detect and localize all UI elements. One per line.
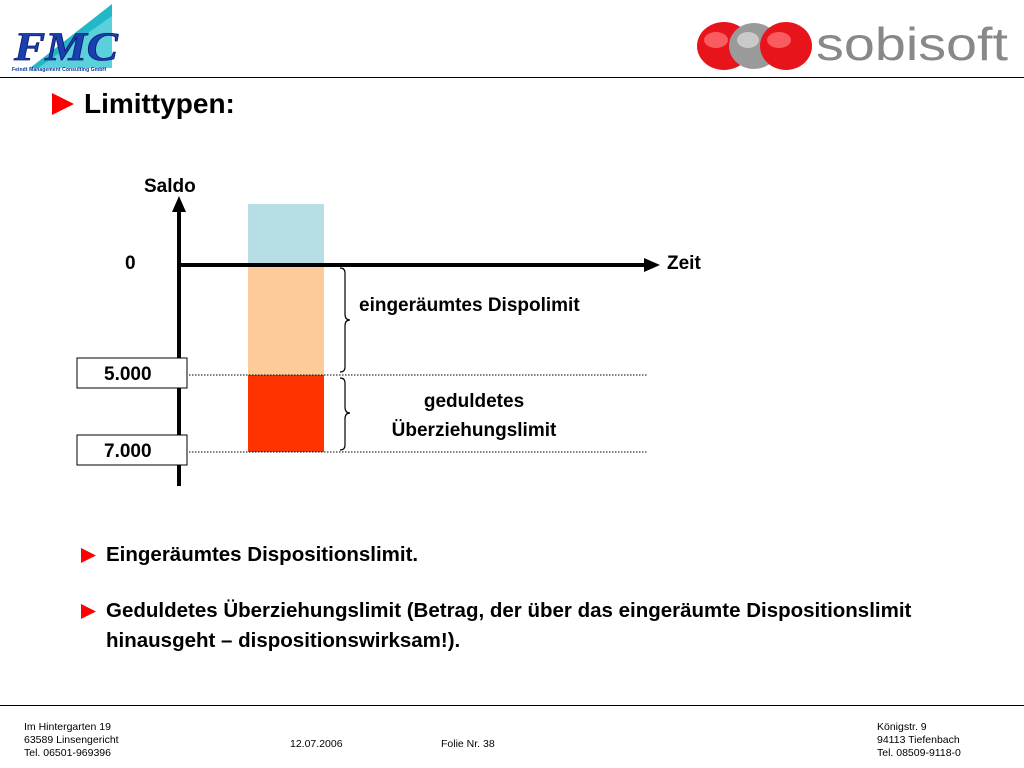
fmc-logo: FMC [12,4,120,69]
triangle-bullet-icon [81,604,96,619]
footer-date: 12.07.2006 [290,738,343,750]
fmc-logo-text: FMC [13,24,120,69]
sobisoft-logo-text: sobisoft [816,18,1008,70]
y-axis-label: Saldo [144,176,196,197]
bullet-item: Eingeräumtes Dispositionslimit. [80,540,418,570]
footer-left-line1: Im Hintergarten 19 [24,721,111,733]
overdraft-label-line1: geduldetes [424,391,524,412]
x-axis-arrowhead [644,258,660,272]
level-box-5000 [76,357,188,389]
positive-balance-bar [248,204,324,265]
fmc-logo-subtitle: Feindt Management Consulting GmbH [12,67,107,73]
bullet-text: Geduldetes Überziehungslimit (Betrag, de… [106,599,912,652]
title-row: Limittypen: [50,88,235,120]
footer-left-line3: Tel. 06501-969396 [24,747,111,759]
bullet-item: Geduldetes Überziehungslimit (Betrag, de… [80,596,960,656]
level-box-7000 [76,434,188,466]
footer-slide-number: Folie Nr. 38 [441,738,495,750]
header-divider [0,77,1024,78]
triangle-bullet-icon [81,548,96,563]
overdraft-limit-bar [248,375,324,452]
zero-label: 0 [125,253,136,274]
triangle-bullet-icon [52,93,74,115]
footer-address-left: Im Hintergarten 19 63589 Linsengericht T… [24,721,119,760]
footer-left-line2: 63589 Linsengericht [24,734,119,746]
overdraft-label-line2: Überziehungslimit [392,420,557,441]
footer-right-line2: 94113 Tiefenbach [877,734,960,746]
y-axis-arrowhead [172,196,186,212]
level-label-5000: 5.000 [104,364,152,385]
footer-right-line3: Tel. 08509-9118-0 [877,747,961,759]
page-title: Limittypen: [84,88,235,119]
overdraft-brace [339,377,351,451]
sobisoft-logo: sobisoft [697,18,1008,70]
footer-right-line1: Königstr. 9 [877,721,927,733]
x-axis-label: Zeit [667,253,701,274]
footer-divider [0,705,1024,706]
footer-address-right: Königstr. 9 94113 Tiefenbach Tel. 08509-… [877,721,961,760]
dispo-brace [339,267,351,373]
bullet-text: Eingeräumtes Dispositionslimit. [106,543,419,566]
level-label-7000: 7.000 [104,441,152,462]
dispo-limit-bar [248,265,324,375]
dispo-limit-label: eingeräumtes Dispolimit [359,295,580,316]
